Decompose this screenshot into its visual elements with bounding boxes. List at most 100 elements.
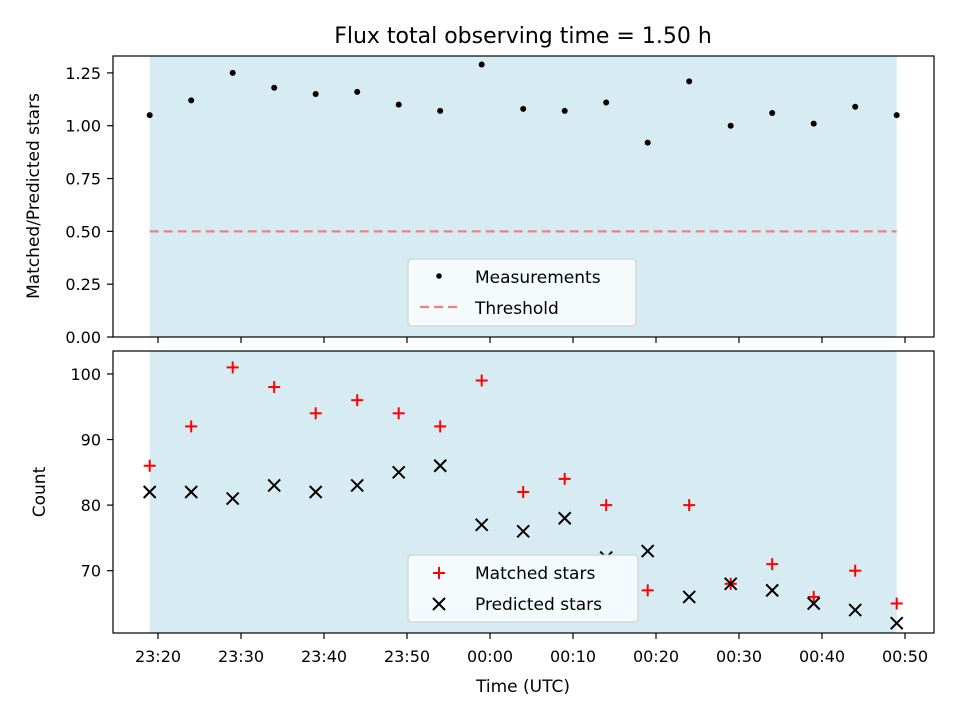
predicted-star-point bbox=[765, 583, 779, 598]
predicted-star-point bbox=[557, 511, 572, 525]
measurement-point bbox=[229, 69, 236, 76]
matched-star-point bbox=[392, 407, 405, 420]
count-points bbox=[142, 361, 904, 630]
x-axis-label: Time (UTC) bbox=[475, 677, 570, 697]
count-y-axis: 70 80 90 100 bbox=[70, 365, 113, 581]
ratio-panel: 0.00 0.25 0.50 0.75 1.00 1.25 Matched/Predict… bbox=[24, 55, 935, 347]
measurement-point bbox=[810, 120, 817, 127]
legend-predicted-marker bbox=[432, 597, 446, 611]
measurement-point bbox=[893, 112, 900, 119]
measurement-point bbox=[271, 84, 278, 91]
matched-star-point bbox=[849, 564, 862, 577]
measurement-point bbox=[852, 103, 859, 110]
matched-star-point bbox=[558, 472, 571, 485]
predicted-star-point bbox=[516, 524, 530, 539]
count-y-label: Count bbox=[30, 466, 50, 517]
ratio-y-axis: 0.00 0.25 0.50 0.75 1.00 1.25 bbox=[65, 64, 113, 347]
ratio-y-label: Matched/Predicted stars bbox=[24, 93, 44, 299]
x-tick-label: 00:50 bbox=[882, 647, 928, 666]
x-tick-label: 23:20 bbox=[135, 647, 181, 666]
matched-star-point bbox=[268, 381, 281, 394]
legend-predicted-label: Predicted stars bbox=[475, 595, 602, 615]
measurement-point bbox=[188, 97, 195, 104]
matched-star-point bbox=[517, 486, 530, 498]
y-tick-label: 1.00 bbox=[65, 117, 101, 136]
matched-star-point bbox=[683, 499, 696, 512]
measurement-point bbox=[644, 139, 651, 146]
x-tick-label: 00:40 bbox=[799, 647, 845, 666]
measurement-point bbox=[769, 110, 776, 117]
x-tick-label: 23:40 bbox=[301, 647, 347, 666]
legend-measurements-label: Measurements bbox=[475, 268, 601, 288]
matched-star-point bbox=[475, 374, 488, 387]
measurement-point bbox=[561, 107, 568, 114]
y-tick-label: 0.25 bbox=[65, 275, 101, 294]
count-x-axis: 23:20 23:30 23:40 23:50 00:00 00:10 00:20 00:30… bbox=[135, 633, 928, 666]
measurement-point bbox=[603, 99, 610, 106]
matched-star-point bbox=[143, 459, 156, 472]
predicted-star-point bbox=[848, 603, 862, 617]
matched-star-point bbox=[434, 420, 447, 433]
predicted-star-point bbox=[350, 478, 364, 493]
legend-matched-label: Matched stars bbox=[475, 564, 595, 584]
x-tick-label: 23:30 bbox=[218, 647, 264, 666]
measurement-point bbox=[478, 61, 485, 68]
predicted-star-point bbox=[225, 491, 240, 506]
y-tick-label: 0.00 bbox=[65, 328, 101, 347]
x-tick-label: 00:20 bbox=[633, 647, 679, 666]
y-tick-label: 0.50 bbox=[65, 222, 101, 241]
matched-star-point bbox=[185, 420, 198, 433]
legend-threshold-label: Threshold bbox=[474, 299, 559, 319]
ratio-points bbox=[146, 61, 900, 146]
measurement-point bbox=[354, 88, 361, 95]
legend-measurements-marker bbox=[436, 273, 442, 279]
count-legend-box bbox=[407, 554, 639, 623]
measurement-point bbox=[395, 101, 402, 108]
predicted-star-point bbox=[184, 485, 198, 499]
predicted-star-point bbox=[474, 518, 489, 532]
count-legend: Matched stars Predicted stars bbox=[407, 554, 639, 623]
y-tick-label: 100 bbox=[70, 365, 101, 384]
y-tick-label: 0.75 bbox=[65, 170, 101, 189]
legend-matched-marker bbox=[433, 567, 445, 579]
matched-star-point bbox=[766, 558, 779, 571]
x-tick-label: 00:30 bbox=[716, 647, 762, 666]
predicted-star-point bbox=[267, 478, 281, 493]
ratio-x-ticks bbox=[157, 337, 906, 343]
predicted-star-point bbox=[682, 590, 696, 604]
y-tick-label: 70 bbox=[81, 562, 101, 581]
x-tick-label: 00:10 bbox=[550, 647, 596, 666]
predicted-star-point bbox=[308, 485, 323, 499]
x-tick-label: 00:00 bbox=[467, 647, 513, 666]
chart-title: Flux total observing time = 1.50 h bbox=[334, 24, 712, 49]
predicted-star-point bbox=[142, 485, 157, 499]
matched-star-point bbox=[600, 499, 613, 512]
ratio-legend-box bbox=[407, 258, 637, 327]
measurement-point bbox=[727, 122, 734, 129]
ratio-legend: Measurements Threshold bbox=[407, 258, 637, 327]
y-tick-label: 90 bbox=[81, 431, 101, 450]
x-tick-label: 23:50 bbox=[384, 647, 430, 666]
predicted-star-point bbox=[433, 459, 447, 473]
matched-star-point bbox=[309, 407, 322, 420]
legend-x-glyph bbox=[432, 597, 446, 611]
matched-star-point bbox=[890, 597, 903, 610]
count-panel: 70 80 90 100 23:20 23:30 23:40 23:50 00:00 00:10… bbox=[30, 350, 935, 697]
measurement-point bbox=[146, 112, 153, 119]
matched-star-point bbox=[641, 584, 654, 597]
legend-plus-glyph bbox=[433, 567, 445, 579]
predicted-star-point bbox=[723, 577, 738, 591]
matched-star-point bbox=[226, 361, 239, 374]
ratio-plot-frame bbox=[112, 55, 935, 338]
measurement-point bbox=[312, 91, 319, 98]
measurement-point bbox=[686, 78, 693, 85]
measurement-point bbox=[520, 105, 527, 112]
y-tick-label: 80 bbox=[81, 496, 101, 515]
predicted-star-point bbox=[889, 616, 904, 630]
y-tick-label: 1.25 bbox=[65, 64, 101, 83]
matched-star-point bbox=[807, 590, 820, 603]
predicted-star-point bbox=[391, 465, 406, 480]
predicted-star-point bbox=[640, 544, 655, 558]
matched-star-point bbox=[351, 394, 364, 407]
